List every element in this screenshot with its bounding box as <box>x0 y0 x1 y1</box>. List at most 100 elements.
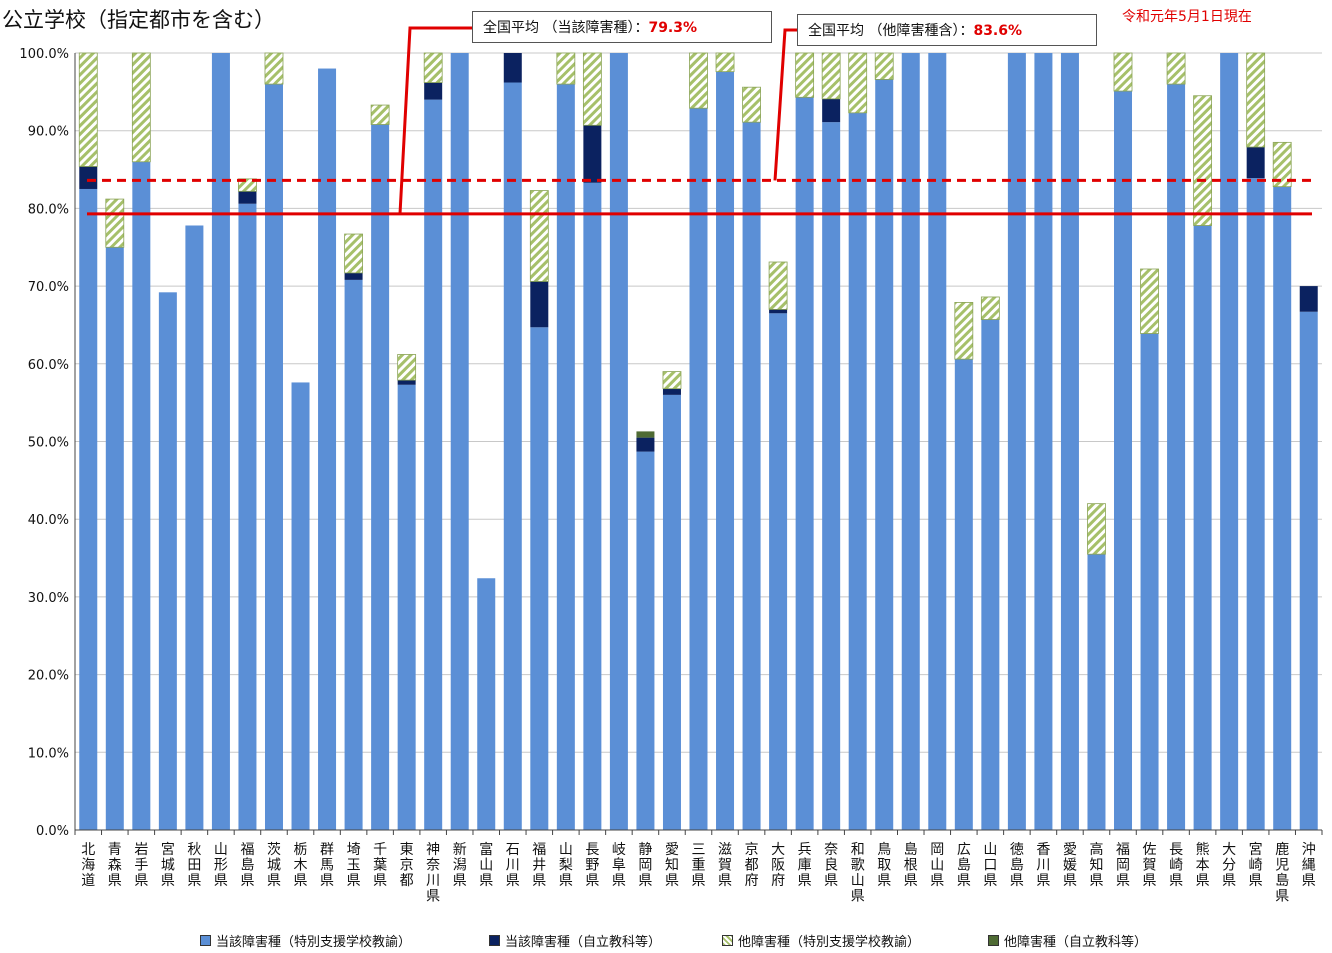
bar-segment-s3 <box>530 191 548 282</box>
bar-segment-s1 <box>371 124 389 830</box>
bar-segment-s2 <box>769 309 787 313</box>
avg-callout-1-label: 全国平均 （当該障害種）： <box>483 20 648 36</box>
y-tick-label: 100.0% <box>19 47 69 62</box>
y-tick-label: 70.0% <box>28 280 69 295</box>
bar-segment-s1 <box>1008 53 1026 830</box>
bar-segment-s3 <box>743 87 761 122</box>
x-tick-label: 山口県 <box>983 842 997 889</box>
x-tick-label: 北海道 <box>81 842 95 889</box>
bar-segment-s1 <box>1167 84 1185 830</box>
bar-segment-s1 <box>583 183 601 830</box>
x-tick-label: 岡山県 <box>930 842 944 889</box>
bar-segment-s3 <box>132 53 150 162</box>
bar-segment-s1 <box>1220 53 1238 830</box>
bar-segment-s3 <box>1087 504 1105 555</box>
bar-segment-s3 <box>875 53 893 79</box>
y-tick-label: 60.0% <box>28 358 69 373</box>
bar-segment-s1 <box>663 395 681 830</box>
x-tick-label: 熊本県 <box>1196 842 1210 889</box>
bar-segment-s3 <box>106 199 124 247</box>
x-tick-label: 愛媛県 <box>1063 842 1077 889</box>
x-tick-label: 山形県 <box>214 842 228 889</box>
bar-segment-s2 <box>822 99 840 122</box>
x-tick-label: 栃木県 <box>294 842 308 889</box>
bar-segment-s1 <box>292 382 310 830</box>
x-tick-label: 三重県 <box>692 842 706 889</box>
bar-segment-s1 <box>822 122 840 830</box>
bar-segment-s1 <box>1273 187 1291 830</box>
y-tick-label: 10.0% <box>28 746 69 761</box>
legend-swatch-2 <box>489 935 500 946</box>
legend-2: 当該障害種（自立教科等） <box>489 931 661 950</box>
bar-segment-s1 <box>610 53 628 830</box>
bar-segment-s3 <box>716 53 734 72</box>
bar-segment-s3 <box>1247 53 1265 147</box>
bar-segment-s2 <box>530 281 548 327</box>
date-note: 令和元年5月1日現在 <box>1122 6 1252 26</box>
bar-segment-s3 <box>398 354 416 380</box>
x-tick-label: 大分県 <box>1222 842 1236 889</box>
x-tick-label: 石川県 <box>506 842 520 889</box>
bar-segment-s3 <box>690 53 708 108</box>
bar-segment-s3 <box>79 53 97 166</box>
bar-segment-s1 <box>875 79 893 830</box>
bar-segment-s1 <box>1247 178 1265 830</box>
x-tick-label: 佐賀県 <box>1143 842 1157 889</box>
legend-swatch-3 <box>722 935 733 946</box>
bar-segment-s1 <box>1300 312 1318 830</box>
y-tick-label: 40.0% <box>28 513 69 528</box>
x-tick-label: 福井県 <box>532 842 546 889</box>
bar-segment-s1 <box>557 84 575 830</box>
bar-segment-s3 <box>822 53 840 99</box>
page-title: 公立学校（指定都市を含む） <box>2 4 275 34</box>
legend-swatch-4 <box>988 935 999 946</box>
bar-segment-s1 <box>398 385 416 830</box>
bar-segment-s3 <box>1194 96 1212 226</box>
bar-segment-s3 <box>1114 53 1132 91</box>
bar-segment-s1 <box>981 320 999 830</box>
bar-segment-s1 <box>424 100 442 830</box>
bar-segment-s1 <box>1061 53 1079 830</box>
bar-segment-s3 <box>849 53 867 113</box>
x-tick-label: 茨城県 <box>267 842 281 889</box>
bar-segment-s1 <box>1141 333 1159 830</box>
bar-segment-s2 <box>636 438 654 452</box>
x-tick-label: 島根県 <box>904 842 918 889</box>
bar-segment-s3 <box>1167 53 1185 84</box>
bar-segment-s1 <box>238 204 256 830</box>
x-tick-label: 長崎県 <box>1169 842 1183 889</box>
x-tick-label: 兵庫県 <box>798 842 812 889</box>
bar-segment-s2 <box>345 273 363 280</box>
legend-label-4: 他障害種（自立教科等） <box>1004 931 1147 950</box>
bar-segment-s1 <box>265 84 283 830</box>
y-tick-label: 0.0% <box>36 824 69 839</box>
bar-segment-s1 <box>928 53 946 830</box>
x-tick-label: 広島県 <box>957 842 971 889</box>
x-tick-label: 埼玉県 <box>347 842 361 889</box>
x-tick-label: 東京都 <box>400 842 414 889</box>
bar-segment-s3 <box>265 53 283 84</box>
legend-label-3: 他障害種（特別支援学校教諭） <box>738 931 920 950</box>
bar-segment-s1 <box>743 122 761 830</box>
bar-segment-s1 <box>902 53 920 830</box>
x-tick-label: 香川県 <box>1036 842 1050 889</box>
bar-segment-s1 <box>477 578 495 830</box>
x-tick-label: 秋田県 <box>187 842 201 889</box>
x-tick-label: 福岡県 <box>1116 842 1130 889</box>
bar-segment-s2 <box>1247 147 1265 178</box>
bar-segment-s3 <box>1141 269 1159 333</box>
avg-callout-1-value: 79.3% <box>648 20 697 36</box>
bar-segment-s2 <box>504 53 522 83</box>
x-tick-label: 富山県 <box>479 841 493 889</box>
bar-segment-s3 <box>955 302 973 359</box>
bar-segment-s4 <box>636 431 654 437</box>
x-tick-label: 青森県 <box>108 842 122 889</box>
bar-segment-s1 <box>530 327 548 830</box>
x-tick-label: 愛知県 <box>665 842 679 889</box>
bar-segment-s1 <box>796 97 814 830</box>
bar-segment-s2 <box>663 389 681 395</box>
bar-segment-s1 <box>769 313 787 830</box>
bar-segment-s1 <box>716 72 734 830</box>
avg-callout-2: 全国平均 （他障害種含）：83.6% <box>797 14 1097 46</box>
